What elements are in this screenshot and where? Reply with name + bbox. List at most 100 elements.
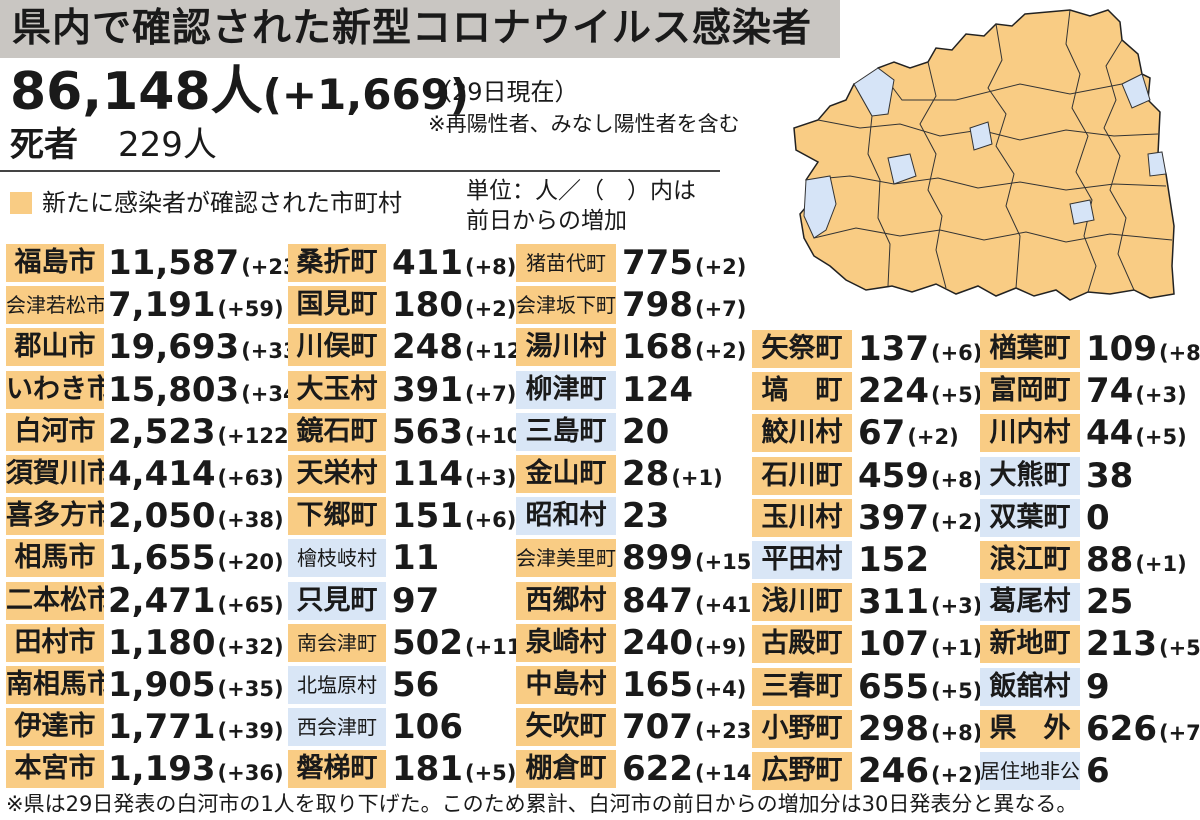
- municipality-name: 金山町: [516, 455, 616, 493]
- municipality-count: 181(+5): [392, 750, 516, 788]
- case-delta: (+41): [694, 592, 761, 617]
- case-delta: (+2): [907, 425, 959, 450]
- municipality-count: 224(+5): [858, 372, 982, 410]
- case-delta: (+4): [694, 677, 747, 701]
- case-delta: (+1): [930, 636, 983, 661]
- municipality-count: 88(+1): [1086, 541, 1187, 579]
- map-region-none-7: [1069, 199, 1095, 225]
- municipality-name: 只見町: [288, 581, 386, 620]
- case-total: 4,414: [108, 454, 216, 494]
- case-delta: (+63): [217, 466, 284, 490]
- case-delta: (+5): [930, 383, 983, 408]
- map-region-none-5: [1121, 73, 1151, 109]
- municipality-name: 棚倉町: [516, 750, 616, 789]
- municipality-count: 109(+8): [1086, 330, 1200, 368]
- municipality-name: 浅川町: [752, 583, 852, 622]
- case-delta: (+3): [1135, 383, 1187, 408]
- case-delta: (+8): [1158, 341, 1200, 365]
- municipality-name: 西郷村: [516, 581, 616, 620]
- case-total: 1,193: [108, 749, 216, 790]
- case-total: 151: [392, 496, 463, 537]
- case-delta: (+59): [217, 297, 284, 322]
- municipality-count: 11: [392, 539, 439, 577]
- municipality-count: 4,414(+63): [108, 455, 284, 493]
- municipality-count: 28(+1): [622, 455, 723, 493]
- municipality-count: 2,471(+65): [108, 582, 284, 620]
- case-delta: (+38): [217, 508, 284, 533]
- map-region-none-4: [969, 121, 993, 151]
- municipality-count: 56: [392, 666, 439, 704]
- case-delta: (+5): [1135, 425, 1187, 450]
- municipality-name: 湯川村: [516, 328, 616, 367]
- municipality-name: 県 外: [980, 709, 1080, 748]
- case-total: 311: [858, 582, 929, 623]
- case-total: 655: [858, 666, 929, 707]
- case-total: 2,471: [108, 580, 216, 621]
- municipality-name: 石川町: [752, 456, 852, 495]
- municipality-name: 新地町: [980, 625, 1080, 664]
- municipality-count: 1,905(+35): [108, 666, 284, 704]
- reinfection-note: ※再陽性者、みなし陽性者を含む: [428, 112, 740, 136]
- municipality-count: 1,655(+20): [108, 539, 284, 577]
- municipality-count: 7,191(+59): [108, 286, 284, 324]
- municipality-count: 655(+5): [858, 668, 982, 706]
- case-total: 106: [392, 707, 463, 748]
- deaths-label: 死者: [10, 125, 78, 165]
- municipality-count: 502(+11): [392, 624, 531, 662]
- case-total: 181: [392, 749, 463, 790]
- municipality-count: 2,523(+122): [108, 413, 298, 451]
- municipality-name: 会津若松市: [6, 286, 104, 325]
- municipality-count: 798(+7): [622, 286, 746, 324]
- municipality-name: 浪江町: [980, 541, 1080, 579]
- case-total: 7,191: [108, 285, 216, 326]
- case-total: 11: [392, 538, 440, 579]
- municipality-count: 899(+15): [622, 539, 761, 577]
- case-total: 1,180: [108, 622, 216, 663]
- municipality-name: 南相馬市: [6, 666, 104, 704]
- case-total: 56: [392, 665, 440, 705]
- unit-note-line1: 単位：人／（ ）内は: [466, 178, 696, 204]
- municipality-count: 1,193(+36): [108, 750, 284, 788]
- case-delta: (+32): [217, 634, 284, 659]
- case-delta: (+23): [694, 719, 761, 744]
- municipality-name: 古殿町: [752, 625, 852, 664]
- case-delta: (+6): [464, 508, 517, 533]
- case-delta: (+7): [694, 297, 747, 322]
- case-total: 107: [858, 624, 929, 665]
- total-cases: 86,148人(+1,669): [10, 62, 469, 125]
- municipality-count: 106: [392, 708, 463, 746]
- case-total: 899: [622, 538, 693, 579]
- municipality-name: 鏡石町: [288, 412, 386, 451]
- municipality-name: 猪苗代町: [516, 244, 616, 282]
- municipality-count: 20: [622, 413, 669, 451]
- case-total: 707: [622, 707, 693, 748]
- divider: [0, 170, 720, 172]
- municipality-name: 富岡町: [980, 372, 1080, 411]
- case-total: 168: [622, 327, 693, 368]
- case-total: 246: [858, 751, 929, 791]
- case-total: 67: [858, 413, 906, 454]
- municipality-name: 国見町: [288, 286, 386, 325]
- municipality-count: 151(+6): [392, 497, 516, 535]
- case-total: 1,655: [108, 538, 216, 579]
- as-of-date: （29日現在）: [428, 78, 579, 106]
- municipality-name: いわき市: [6, 370, 104, 409]
- municipality-count: 107(+1): [858, 625, 982, 663]
- municipality-count: 152: [858, 541, 929, 579]
- case-delta: (+122): [217, 423, 299, 448]
- case-total: 622: [622, 749, 693, 790]
- municipality-count: 411(+8): [392, 244, 516, 282]
- municipality-name: 双葉町: [980, 498, 1080, 537]
- case-total: 44: [1086, 413, 1134, 454]
- deaths-value: 229人: [118, 125, 217, 165]
- municipality-name: 広野町: [752, 752, 852, 790]
- case-total: 502: [392, 622, 463, 663]
- municipality-name: 下郷町: [288, 497, 386, 536]
- case-delta: (+2): [464, 297, 517, 322]
- municipality-count: 459(+8): [858, 457, 982, 495]
- municipality-count: 137(+6): [858, 330, 982, 368]
- municipality-count: 248(+12): [392, 328, 531, 366]
- case-delta: (+35): [217, 677, 284, 701]
- case-total: 298: [858, 708, 929, 749]
- municipality-count: 240(+9): [622, 624, 746, 662]
